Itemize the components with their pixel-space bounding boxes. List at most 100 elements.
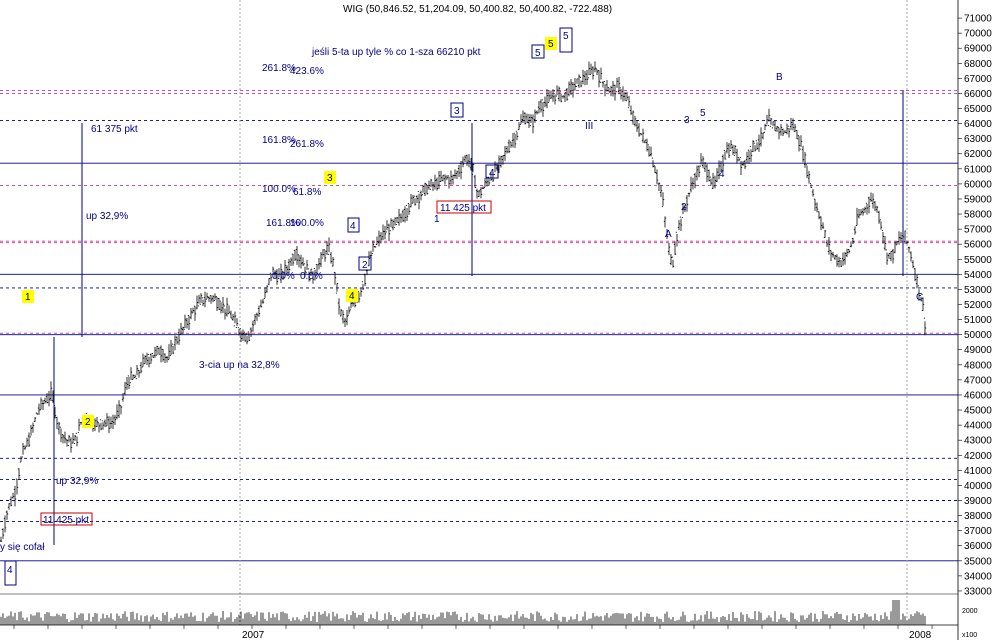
y-tick-label-38000: 38000 (964, 511, 992, 522)
box-4-bottom (4, 560, 17, 586)
y-tick-label-36000: 36000 (964, 541, 992, 552)
small-1-label: 1 (434, 214, 440, 225)
sub-wave-4-label: 4 (719, 169, 725, 180)
fib-261-8-mid: 261.8% (290, 139, 324, 150)
roman-iii-label: III (585, 121, 593, 132)
horizontal-lines (0, 89, 958, 562)
annotation-61375-pkt: 61 375 pkt (91, 124, 138, 135)
wave-4-label: 4 (349, 291, 355, 302)
y-tick-label-67000: 67000 (964, 74, 992, 85)
annotation-11425-top: 11 425 pkt (440, 203, 486, 214)
box-5-a-label: 5 (535, 48, 541, 59)
annotation-up-32-9-bottom: up 32,9% (56, 476, 98, 487)
volume-unit-label: x100 (962, 632, 977, 639)
fib-161-8: 161.8% (262, 135, 296, 146)
box-2 (358, 256, 372, 271)
y-tick-label-49000: 49000 (964, 345, 992, 356)
box-11425-top (436, 200, 492, 214)
y-tick-label-44000: 44000 (964, 421, 992, 432)
y-tick-label-65000: 65000 (964, 104, 992, 115)
box-5-a (531, 44, 545, 59)
y-tick-label-37000: 37000 (964, 526, 992, 537)
y-tick-label-33000: 33000 (964, 586, 992, 597)
y-tick-label-69000: 69000 (964, 44, 992, 55)
y-tick-label-42000: 42000 (964, 451, 992, 462)
wave-5-label: 5 (548, 39, 554, 50)
box-4-right-label: 4 (489, 168, 495, 179)
annotation-up-32-9-top: up 32,9% (86, 211, 128, 222)
y-tick-label-60000: 60000 (964, 179, 992, 190)
sub-wave-2-label: 2 (681, 202, 687, 213)
sub-wave-3-label: 3 (684, 115, 690, 126)
annotation-jesli: jeśli 5-ta up tyle % co 1-sza 66210 pkt (311, 47, 481, 58)
fib-100: 100.0% (262, 184, 296, 195)
fib-0-right: 0.0% (300, 271, 323, 282)
y-tick-label-52000: 52000 (964, 300, 992, 311)
y-tick-label-40000: 40000 (964, 481, 992, 492)
y-tick-label-46000: 46000 (964, 390, 992, 401)
wave-3-label: 3 (327, 173, 333, 184)
y-tick-label-57000: 57000 (964, 225, 992, 236)
box-11425-bottom (40, 512, 93, 526)
y-tick-label-61000: 61000 (964, 164, 992, 175)
y-tick-label-48000: 48000 (964, 360, 992, 371)
wave-1-label: 1 (25, 292, 31, 303)
vertical-lines (53, 0, 908, 625)
box-3-label: 3 (454, 106, 460, 117)
box-3 (450, 102, 464, 118)
y-tick-label-45000: 45000 (964, 406, 992, 417)
box-5-b-label: 5 (563, 31, 569, 42)
y-tick-label-50000: 50000 (964, 330, 992, 341)
box-5-b (559, 27, 573, 53)
wave-1-badge (22, 290, 34, 303)
y-tick-label-63000: 63000 (964, 134, 992, 145)
box-4-mid (347, 217, 360, 233)
wave-2-badge (82, 415, 94, 428)
y-tick-label-68000: 68000 (964, 59, 992, 70)
volume-bars (0, 600, 926, 625)
y-tick-label-35000: 35000 (964, 556, 992, 567)
y-tick-label-51000: 51000 (964, 315, 992, 326)
wave-3-badge (324, 171, 336, 184)
y-tick-label-34000: 34000 (964, 571, 992, 582)
box-4-mid-label: 4 (350, 221, 356, 232)
y-tick-label-71000: 71000 (964, 14, 992, 25)
sub-wave-5-label: 5 (700, 108, 706, 119)
wave-b-label: B (776, 72, 783, 83)
y-tick-label-54000: 54000 (964, 270, 992, 281)
annotation-11425-bottom: 11 425 pkt (43, 515, 89, 526)
y-tick-label-47000: 47000 (964, 375, 992, 386)
y-tick-label-56000: 56000 (964, 240, 992, 251)
fib-261-8-top: 261.8% (262, 63, 296, 74)
wave-5-badge (545, 37, 557, 50)
y-tick-label-66000: 66000 (964, 89, 992, 100)
annotations: 61 375 pkt up 32,9% up 32,9% 11 425 pkt … (0, 27, 923, 586)
fib-423-6: 423.6% (290, 66, 324, 77)
y-tick-label-39000: 39000 (964, 496, 992, 507)
wave-c-label: C (916, 292, 923, 303)
fib-161-8-small: 161.8% (266, 218, 300, 229)
y-tick-label-62000: 62000 (964, 149, 992, 160)
y-tick-label-58000: 58000 (964, 210, 992, 221)
wave-a-label: A (665, 229, 672, 240)
annotation-cofal: y się cofał (0, 542, 45, 553)
y-tick-label-53000: 53000 (964, 285, 992, 296)
box-2-label: 2 (362, 260, 368, 271)
y-tick-label-43000: 43000 (964, 436, 992, 447)
wave-2-label: 2 (85, 417, 91, 428)
fib-0-left: 0.0% (272, 271, 295, 282)
annotation-3-cia-up: 3-cia up na 32,8% (199, 360, 280, 371)
fib-61-8: 61.8% (293, 187, 321, 198)
x-label-2008: 2008 (909, 630, 932, 640)
y-tick-label-64000: 64000 (964, 119, 992, 130)
y-tick-label-70000: 70000 (964, 29, 992, 40)
volume-tick-label: 2000 (962, 608, 978, 615)
y-tick-label-55000: 55000 (964, 255, 992, 266)
fib-100-small: 100.0% (290, 218, 324, 229)
x-axis-ticks (13, 625, 933, 629)
y-tick-label-59000: 59000 (964, 194, 992, 205)
x-label-2007: 2007 (242, 630, 265, 640)
y-axis: 33000 34000 35000 36000 37000 38000 39000 40000… (958, 14, 992, 597)
wave-4-badge (346, 289, 358, 302)
